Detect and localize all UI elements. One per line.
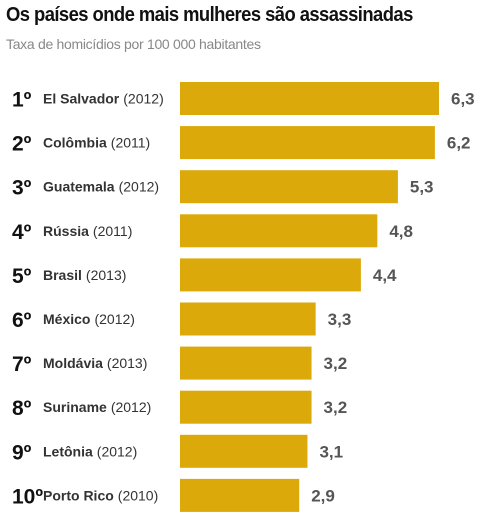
data-label: 6,2	[447, 134, 471, 153]
rank-label: 5º	[12, 265, 32, 288]
bar	[180, 346, 312, 380]
category-label: Moldávia (2013)	[43, 355, 147, 371]
rank-label: 9º	[12, 441, 32, 464]
rank-label: 10º	[12, 485, 43, 508]
data-label: 3,1	[319, 442, 343, 461]
chart-subtitle: Taxa de homicídios por 100 000 habitante…	[6, 36, 261, 52]
data-label: 4,8	[389, 222, 413, 241]
category-label: Rússia (2011)	[43, 223, 132, 239]
rank-label: 7º	[12, 353, 32, 376]
bar	[180, 302, 316, 336]
bar	[180, 82, 439, 115]
category-label: Colômbia (2011)	[43, 135, 150, 151]
rank-label: 2º	[12, 133, 32, 156]
category-label: El Salvador (2012)	[43, 91, 164, 107]
rank-label: 6º	[12, 309, 32, 332]
bar	[180, 478, 300, 512]
category-label: Letônia (2012)	[43, 443, 137, 459]
bar	[180, 214, 378, 248]
data-label: 4,4	[373, 266, 397, 285]
bar	[180, 170, 398, 204]
bar	[180, 434, 308, 468]
category-label: México (2012)	[43, 311, 135, 327]
rank-label: 3º	[12, 177, 32, 200]
category-label: Guatemala (2012)	[43, 179, 159, 195]
rank-label: 1º	[12, 89, 32, 112]
category-label: Brasil (2013)	[43, 267, 126, 283]
category-label: Suriname (2012)	[43, 399, 151, 415]
data-label: 6,3	[451, 90, 475, 109]
data-label: 3,2	[324, 398, 348, 417]
bar	[180, 126, 435, 160]
bar	[180, 390, 312, 424]
data-label: 3,3	[328, 310, 352, 329]
rank-label: 4º	[12, 221, 32, 244]
data-label: 3,2	[324, 354, 348, 373]
bar	[180, 258, 361, 292]
category-label: Porto Rico (2010)	[43, 487, 158, 503]
chart-title: Os países onde mais mulheres são assassi…	[6, 4, 413, 26]
data-label: 2,9	[311, 486, 335, 505]
rank-label: 8º	[12, 397, 32, 420]
data-label: 5,3	[410, 178, 434, 197]
